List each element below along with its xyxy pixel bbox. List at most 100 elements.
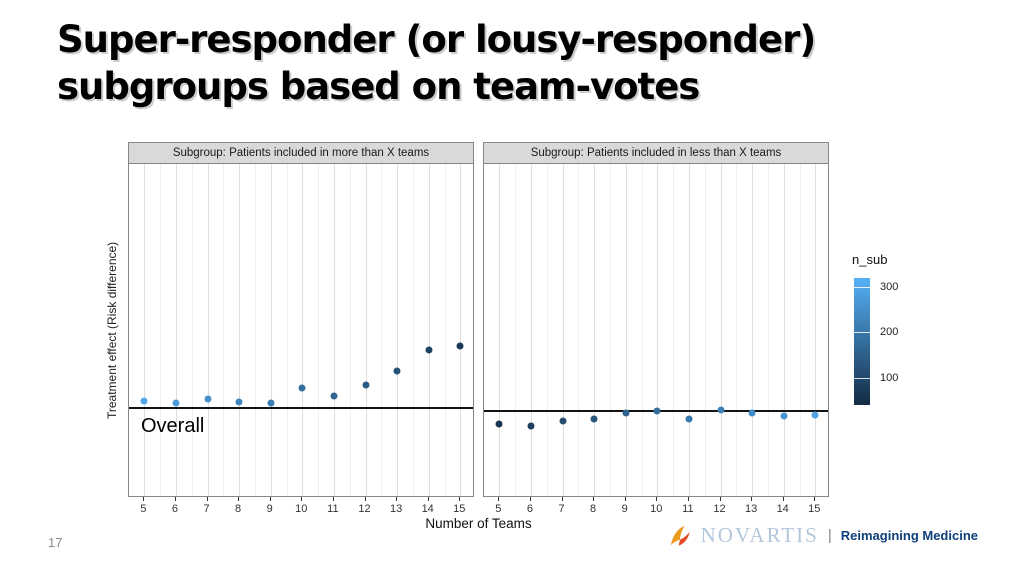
gridline (207, 164, 209, 496)
gridline (767, 164, 769, 496)
gridline (444, 164, 446, 496)
x-tick-mark (143, 497, 145, 501)
plot-area-less-than (483, 164, 829, 497)
gridline (688, 164, 690, 496)
data-point (172, 399, 180, 407)
x-tick-label: 9 (266, 503, 273, 515)
x-tick-label: 12 (713, 503, 726, 515)
overall-reference-line (129, 407, 473, 409)
legend-tick-label: 100 (880, 371, 899, 384)
data-point (622, 409, 630, 417)
footer-branding: NOVARTIS | Reimagining Medicine (668, 523, 978, 548)
gridline (333, 164, 335, 496)
panel-more-than-x-teams: Subgroup: Patients included in more than… (128, 142, 474, 521)
gridline (381, 164, 383, 496)
x-tick-label: 8 (235, 503, 242, 515)
data-point (527, 422, 535, 430)
gridline (736, 164, 738, 496)
x-tick-label: 11 (327, 503, 339, 515)
gridline (160, 164, 162, 496)
slide-title: Super-responder (or lousy-responder) sub… (57, 16, 816, 110)
panel-less-than-x-teams: Subgroup: Patients included in less than… (483, 142, 829, 521)
panel-strip-title: Subgroup: Patients included in more than… (128, 142, 474, 164)
x-tick-mark (459, 497, 461, 501)
gridline (720, 164, 722, 496)
data-point (140, 397, 148, 405)
footer-divider: | (827, 527, 832, 544)
overall-label: Overall (141, 415, 205, 437)
gridline (783, 164, 785, 496)
x-tick-mark (396, 497, 398, 501)
data-point (267, 399, 275, 407)
x-tick-mark (751, 497, 753, 501)
gridline (799, 164, 801, 496)
x-tick-label: 14 (421, 503, 434, 515)
x-tick-label: 13 (389, 503, 403, 515)
x-tick-mark (332, 497, 334, 501)
x-tick-mark (782, 497, 784, 501)
data-point (393, 367, 401, 375)
gridline (641, 164, 643, 496)
x-tick-mark (561, 497, 563, 501)
x-tick-mark (206, 497, 208, 501)
x-tick-label: 10 (295, 503, 308, 515)
page-number: 17 (48, 535, 63, 550)
gridline (460, 164, 462, 496)
x-tick-mark (529, 497, 531, 501)
x-tick-mark (624, 497, 626, 501)
data-point (330, 392, 338, 400)
gridline (254, 164, 256, 496)
gridline (318, 164, 320, 496)
x-tick-mark (301, 497, 303, 501)
x-tick-label: 8 (590, 503, 597, 515)
data-point (495, 420, 503, 428)
data-point (748, 409, 756, 417)
x-axis-ticks: 5 6 7 8 9 10 11 12 13 14 15 (128, 497, 474, 521)
x-tick-label: 6 (171, 503, 178, 515)
gridline (546, 164, 548, 496)
gridline (609, 164, 611, 496)
gridline (239, 164, 241, 496)
data-point (362, 381, 369, 389)
gridline (175, 164, 177, 496)
data-point (653, 407, 661, 415)
x-tick-mark (427, 497, 429, 501)
x-tick-mark (593, 497, 595, 501)
legend-title: n_sub (852, 252, 888, 267)
brand-wordmark: NOVARTIS (700, 523, 819, 547)
x-tick-label: 12 (358, 503, 371, 515)
x-tick-mark (498, 497, 500, 501)
x-tick-mark (269, 497, 271, 501)
data-point (235, 398, 243, 406)
gridline (594, 164, 596, 496)
legend-tick-mark (854, 287, 870, 289)
gridline (499, 164, 501, 496)
legend: n_sub 300 200 100 (852, 252, 982, 405)
plot-area-more-than: Overall (128, 164, 474, 497)
data-point (559, 417, 566, 425)
gridline (191, 164, 193, 496)
x-tick-label: 11 (682, 503, 694, 515)
gridline (349, 164, 351, 496)
gridline (397, 164, 399, 496)
x-axis-label: Number of Teams (425, 516, 532, 531)
x-tick-label: 13 (744, 503, 758, 515)
x-tick-mark (687, 497, 689, 501)
data-point (590, 415, 598, 423)
gridline (412, 164, 414, 496)
gridline (270, 164, 272, 496)
x-tick-label: 10 (650, 503, 663, 515)
data-point (425, 346, 433, 354)
panel-strip-title: Subgroup: Patients included in less than… (483, 142, 829, 164)
gridline (704, 164, 706, 496)
brand-tagline: Reimagining Medicine (840, 528, 978, 543)
legend-tick-mark (854, 377, 870, 379)
gridline (578, 164, 580, 496)
x-tick-label: 5 (140, 503, 147, 515)
gridline (562, 164, 564, 496)
x-tick-label: 7 (203, 503, 210, 515)
data-point (717, 406, 724, 414)
x-tick-mark (814, 497, 816, 501)
x-tick-label: 15 (808, 503, 821, 515)
